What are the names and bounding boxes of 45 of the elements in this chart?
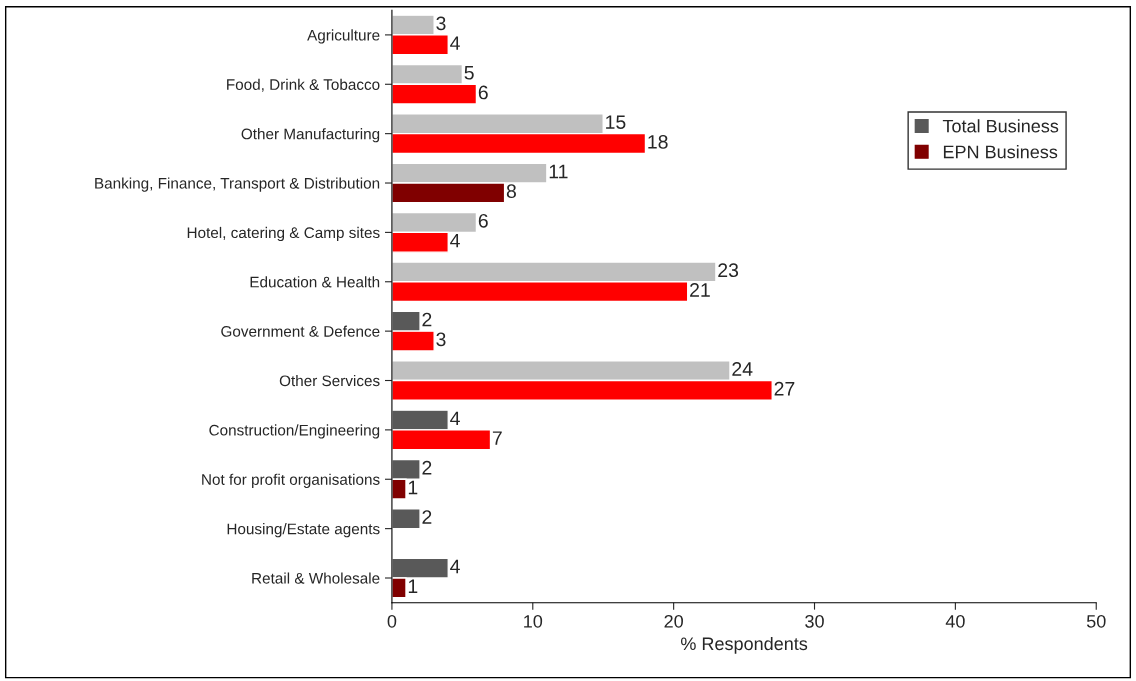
legend-label: Total Business [942,119,1059,133]
y-tick-label: Education & Health [250,276,380,288]
data-label: 1 [408,480,418,495]
data-label: 2 [422,460,432,475]
x-tick-label: 30 [805,614,824,628]
y-tick-label: Other Manufacturing [241,128,380,143]
x-axis-title: % Respondents [680,636,808,654]
legend-label: EPN Business [943,145,1058,159]
data-label: 7 [492,431,502,445]
y-tick-label: Housing/Estate agents [227,523,380,538]
data-label: 3 [436,16,446,31]
x-tick-label: 50 [1086,614,1106,628]
data-label: 4 [450,36,460,50]
data-label: 5 [464,66,474,80]
data-label: 2 [422,510,432,524]
bar [391,508,421,530]
data-label: 21 [690,283,710,297]
data-label: 1 [408,579,418,593]
y-tick-label: Construction/Engineering [209,424,380,439]
data-label: 6 [478,85,488,100]
data-label: 4 [450,559,460,574]
data-label: 18 [648,134,668,149]
data-label: 24 [732,362,753,376]
data-label: 8 [506,184,516,199]
y-tick-label: Retail & Wholesale [252,572,380,584]
data-label: 11 [549,164,568,179]
x-tick-label: 40 [945,614,965,628]
y-tick-label: Banking, Finance, Transport & Distribution [95,177,380,192]
data-label: 27 [774,381,795,396]
data-label: 6 [478,213,488,228]
data-label: 4 [450,233,460,248]
data-label: 15 [606,115,626,129]
x-tick-label: 20 [664,614,683,628]
data-label: 4 [450,411,460,426]
y-tick-label: Food, Drink & Tobacco [227,78,380,92]
x-tick-label: 0 [387,614,397,628]
data-label: 2 [422,312,432,327]
y-tick-label: Agriculture [307,29,380,44]
data-label: 3 [436,332,446,347]
y-tick-label: Hotel, catering & Camp sites [187,226,380,242]
x-tick-label: 10 [524,614,543,628]
y-tick-label: Other Services [279,374,380,387]
data-label: 23 [718,263,739,278]
y-tick-label: Government & Defence [221,325,380,337]
y-tick-label: Not for profit organisations [202,473,380,488]
